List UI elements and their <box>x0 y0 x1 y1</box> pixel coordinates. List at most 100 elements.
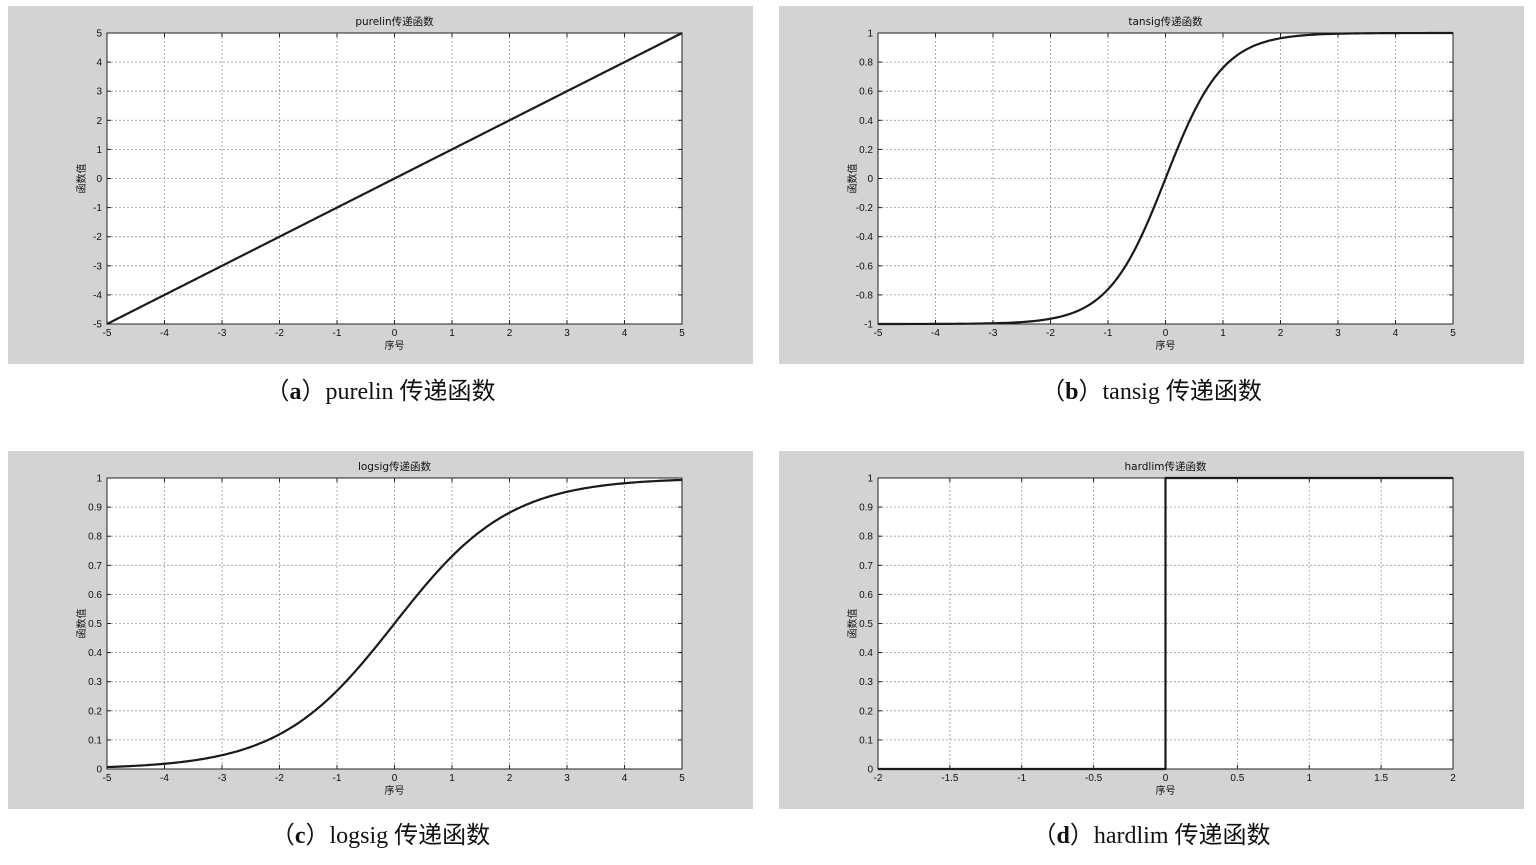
purelin-chart: -5 -4 -3 -2 -1 0 1 2 3 4 5 -5 -4 -3 -2 -1 0 1 2 3 4 5 purelin传… <box>75 15 685 352</box>
x-tick-label: 0 <box>1163 328 1169 339</box>
y-axis-label: 函数值 <box>846 609 859 639</box>
hardlim-chart: -2 -1.5 -1 -0.5 0 0.5 1 1.5 2 0 0.1 0.2 0.3 0.4 0.5 0.6… <box>846 460 1456 797</box>
x-tick-label: -1 <box>1104 328 1113 339</box>
caption-letter: d <box>1056 823 1070 849</box>
x-tick-label: 1 <box>449 328 455 339</box>
y-tick-label: -1 <box>93 203 102 214</box>
series-line-tansig <box>878 31 1453 326</box>
y-tick-label: 1 <box>867 29 873 40</box>
y-tick-label: -0.2 <box>856 203 874 214</box>
x-tick-label: 2 <box>507 773 513 784</box>
y-tick-label: 0.6 <box>859 590 873 601</box>
y-tick-label: 4 <box>96 58 102 69</box>
y-tick-label: 3 <box>96 87 102 98</box>
y-tick-label: 0.8 <box>859 532 873 543</box>
y-tick-label: 0.3 <box>859 677 873 688</box>
caption-letter: c <box>294 823 306 849</box>
caption-letter: a <box>289 379 302 405</box>
x-tick-label: 4 <box>622 773 628 784</box>
y-tick-label: 5 <box>96 29 102 40</box>
chart-panel-purelin: -5 -4 -3 -2 -1 0 1 2 3 4 5 -5 -4 -3 -2 -1 0 1 2 3 4 5 purelin传… <box>8 6 753 364</box>
y-tick-label: 1 <box>867 474 873 485</box>
y-tick-label: 0.2 <box>859 145 873 156</box>
x-tick-label: -5 <box>103 328 112 339</box>
grid <box>107 478 682 769</box>
caption-text: purelin 传递函数 <box>325 379 496 405</box>
x-tick-label: 5 <box>679 328 685 339</box>
y-tick-label: 0.6 <box>859 87 873 98</box>
y-tick-label: 0.5 <box>88 619 102 630</box>
y-tick-label: -0.4 <box>856 232 874 243</box>
caption-logsig: （c）logsig 传递函数 <box>270 823 491 849</box>
y-tick-label: -1 <box>864 320 873 331</box>
y-tick-label: 0.8 <box>859 58 873 69</box>
x-tick-label: 5 <box>679 773 685 784</box>
chart-title: purelin传递函数 <box>355 15 434 28</box>
y-tick-label: 0.1 <box>88 735 102 746</box>
caption-purelin: （a）purelin 传递函数 <box>265 379 496 405</box>
x-tick-label: 2 <box>1278 328 1284 339</box>
grid <box>878 33 1453 324</box>
x-tick-label: 1.5 <box>1374 773 1388 784</box>
x-tick-label: -1.5 <box>941 773 959 784</box>
y-tick-label: 0.3 <box>88 677 102 688</box>
x-tick-label: 0.5 <box>1230 773 1244 784</box>
grid <box>878 478 1453 769</box>
x-tick-label: -1 <box>1017 773 1026 784</box>
y-tick-label: 0.9 <box>88 503 102 514</box>
caption-text: logsig 传递函数 <box>329 823 491 849</box>
x-tick-label: 3 <box>564 328 570 339</box>
x-tick-label: -1 <box>333 328 342 339</box>
y-tick-label: 0.4 <box>859 116 873 127</box>
y-tick-label: 1 <box>96 145 102 156</box>
y-tick-label: 0.4 <box>859 648 873 659</box>
x-tick-label: -2 <box>275 328 284 339</box>
y-tick-label: -4 <box>93 290 102 301</box>
caption-text: tansig 传递函数 <box>1102 379 1262 405</box>
x-tick-label: 3 <box>1335 328 1341 339</box>
y-tick-label: 0.8 <box>88 532 102 543</box>
x-tick-label: -3 <box>218 328 227 339</box>
x-tick-label: 4 <box>1393 328 1399 339</box>
y-tick-label: -2 <box>93 232 102 243</box>
y-tick-label: 0.7 <box>88 561 102 572</box>
x-tick-label: 3 <box>564 773 570 784</box>
chart-panel-tansig: -5 -4 -3 -2 -1 0 1 2 3 4 5 -1 -0.8 -0.6 -0.4 -0.2 0 0.2 0.… <box>779 6 1524 364</box>
series-line-hardlim <box>878 476 1453 771</box>
x-tick-label: -0.5 <box>1085 773 1103 784</box>
x-axis-label: 序号 <box>1156 784 1176 797</box>
x-tick-label: -3 <box>989 328 998 339</box>
y-tick-label: 0 <box>867 765 873 776</box>
x-axis-label: 序号 <box>1156 339 1176 352</box>
x-tick-label: -5 <box>874 328 883 339</box>
logsig-chart: -5 -4 -3 -2 -1 0 1 2 3 4 5 0 0.1 0.2 0.3 0.4 0.5 0.6 0.7 0.… <box>75 460 685 797</box>
x-tick-label: 2 <box>507 328 513 339</box>
y-tick-label: -5 <box>93 320 102 331</box>
x-tick-label: -4 <box>931 328 940 339</box>
chart-title: logsig传递函数 <box>358 460 432 473</box>
y-tick-label: 0.6 <box>88 590 102 601</box>
x-tick-label: 4 <box>622 328 628 339</box>
x-tick-label: 0 <box>1163 773 1169 784</box>
y-tick-label: 0 <box>96 765 102 776</box>
y-tick-label: 1 <box>96 474 102 485</box>
x-tick-label: -1 <box>333 773 342 784</box>
chart-panel-hardlim: -2 -1.5 -1 -0.5 0 0.5 1 1.5 2 0 0.1 0.2 0.3 0.4 0.5 0.6… <box>779 451 1524 809</box>
y-tick-label: -0.8 <box>856 290 874 301</box>
caption-letter: b <box>1065 379 1079 405</box>
y-tick-label: 0 <box>96 174 102 185</box>
chart-title: tansig传递函数 <box>1128 15 1203 28</box>
caption-text: hardlim 传递函数 <box>1093 823 1271 849</box>
y-tick-label: 0.9 <box>859 503 873 514</box>
series-line-logsig <box>106 478 683 769</box>
y-tick-label: 0.5 <box>859 619 873 630</box>
x-tick-label: 1 <box>449 773 455 784</box>
y-tick-label: 0.4 <box>88 648 102 659</box>
x-tick-label: 1 <box>1306 773 1312 784</box>
x-tick-label: 0 <box>392 328 398 339</box>
y-tick-label: -0.6 <box>856 261 874 272</box>
x-tick-label: -4 <box>160 328 169 339</box>
x-tick-label: 0 <box>392 773 398 784</box>
x-tick-label: -2 <box>874 773 883 784</box>
x-tick-label: -2 <box>1046 328 1055 339</box>
